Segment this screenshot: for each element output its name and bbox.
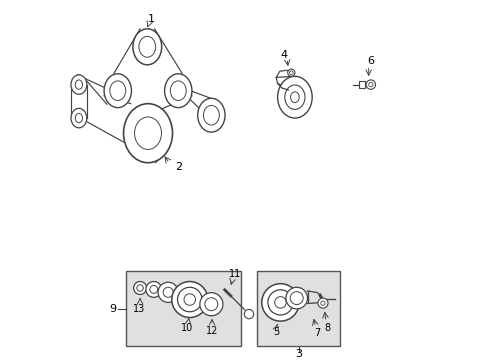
Ellipse shape — [75, 113, 82, 123]
Circle shape — [289, 292, 303, 305]
Text: 11: 11 — [228, 269, 241, 279]
Circle shape — [149, 285, 158, 293]
Ellipse shape — [164, 74, 192, 108]
Ellipse shape — [133, 29, 162, 65]
Ellipse shape — [104, 74, 131, 108]
Circle shape — [285, 287, 307, 309]
Text: 7: 7 — [313, 328, 320, 338]
Text: 13: 13 — [133, 304, 145, 314]
Circle shape — [267, 290, 292, 315]
Circle shape — [320, 301, 325, 305]
Circle shape — [163, 287, 173, 297]
Circle shape — [200, 293, 223, 316]
Ellipse shape — [75, 80, 82, 89]
Circle shape — [368, 82, 372, 87]
Text: 9: 9 — [109, 303, 117, 314]
Bar — [257, 271, 339, 346]
Circle shape — [366, 80, 375, 89]
Ellipse shape — [290, 92, 299, 103]
Circle shape — [289, 71, 292, 75]
Text: 1: 1 — [147, 14, 154, 24]
Text: 4: 4 — [280, 50, 287, 60]
Ellipse shape — [71, 75, 87, 94]
Circle shape — [133, 282, 146, 294]
Ellipse shape — [110, 81, 125, 100]
Ellipse shape — [203, 105, 219, 125]
Text: 12: 12 — [205, 326, 218, 336]
Circle shape — [317, 298, 327, 308]
Ellipse shape — [134, 117, 161, 149]
Circle shape — [137, 285, 143, 291]
Circle shape — [274, 297, 285, 308]
Circle shape — [145, 282, 162, 297]
Ellipse shape — [123, 104, 172, 163]
Bar — [125, 271, 241, 346]
Ellipse shape — [170, 81, 186, 100]
Text: 8: 8 — [324, 323, 330, 333]
Text: 6: 6 — [367, 56, 374, 66]
Ellipse shape — [71, 108, 87, 128]
Ellipse shape — [277, 76, 311, 118]
Circle shape — [158, 282, 178, 302]
Ellipse shape — [139, 36, 155, 57]
Text: 2: 2 — [175, 162, 182, 172]
Circle shape — [183, 294, 195, 305]
Circle shape — [177, 287, 202, 312]
Bar — [358, 81, 365, 88]
Text: 3: 3 — [294, 349, 302, 359]
Circle shape — [261, 284, 299, 321]
Text: 10: 10 — [181, 323, 193, 333]
Ellipse shape — [197, 98, 224, 132]
Circle shape — [171, 282, 207, 318]
Circle shape — [244, 309, 253, 319]
Circle shape — [204, 298, 218, 311]
Circle shape — [287, 69, 294, 76]
Ellipse shape — [284, 85, 305, 109]
Text: 5: 5 — [272, 327, 279, 337]
